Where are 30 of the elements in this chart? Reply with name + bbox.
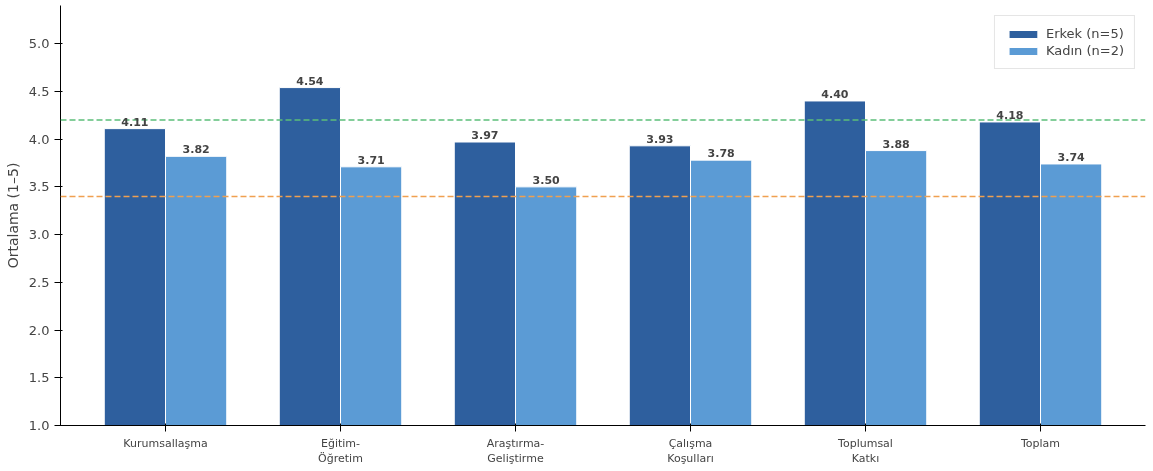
x-tick-label: Araştırma- Geliştirme <box>486 436 545 466</box>
y-axis-title: Ortalama (1–5) <box>4 162 21 269</box>
data-label: 3.74 <box>1057 150 1086 164</box>
data-label: 3.88 <box>882 137 910 151</box>
data-label: 3.78 <box>707 147 735 161</box>
data-label: 4.18 <box>996 108 1024 122</box>
legend-label: Erkek (n=5) <box>1045 26 1124 41</box>
y-tick-label: 3.0 <box>28 227 50 243</box>
y-tick-label: 3.5 <box>28 179 50 195</box>
data-label: 4.11 <box>121 115 149 129</box>
legend-label: Kadın (n=2) <box>1045 43 1124 58</box>
data-label: 4.54 <box>296 74 324 88</box>
x-tick-label: Çalışma Koşulları <box>667 436 714 466</box>
data-label: 3.82 <box>182 143 210 157</box>
y-tick-label: 5.0 <box>28 36 50 52</box>
y-tick-label: 2.5 <box>28 274 50 290</box>
x-tick-label: Toplumsal Katkı <box>837 436 893 466</box>
data-label: 3.97 <box>471 129 499 142</box>
x-tick-label: Eğitim- Öğretim <box>318 436 363 466</box>
data-label: 3.93 <box>646 132 674 146</box>
x-tick-label: Toplam <box>1019 436 1061 450</box>
data-label: 3.50 <box>532 173 561 187</box>
data-label: 3.71 <box>357 153 385 167</box>
y-tick-label: 1.5 <box>28 370 50 386</box>
y-tick-label: 2.0 <box>28 322 50 338</box>
y-tick-label: 1.0 <box>28 418 50 433</box>
x-tick-label: Kurumsallaşma <box>123 436 208 450</box>
data-label: 4.40 <box>821 87 849 101</box>
y-tick-label: 4.0 <box>28 131 50 147</box>
y-tick-label: 4.5 <box>28 83 50 99</box>
